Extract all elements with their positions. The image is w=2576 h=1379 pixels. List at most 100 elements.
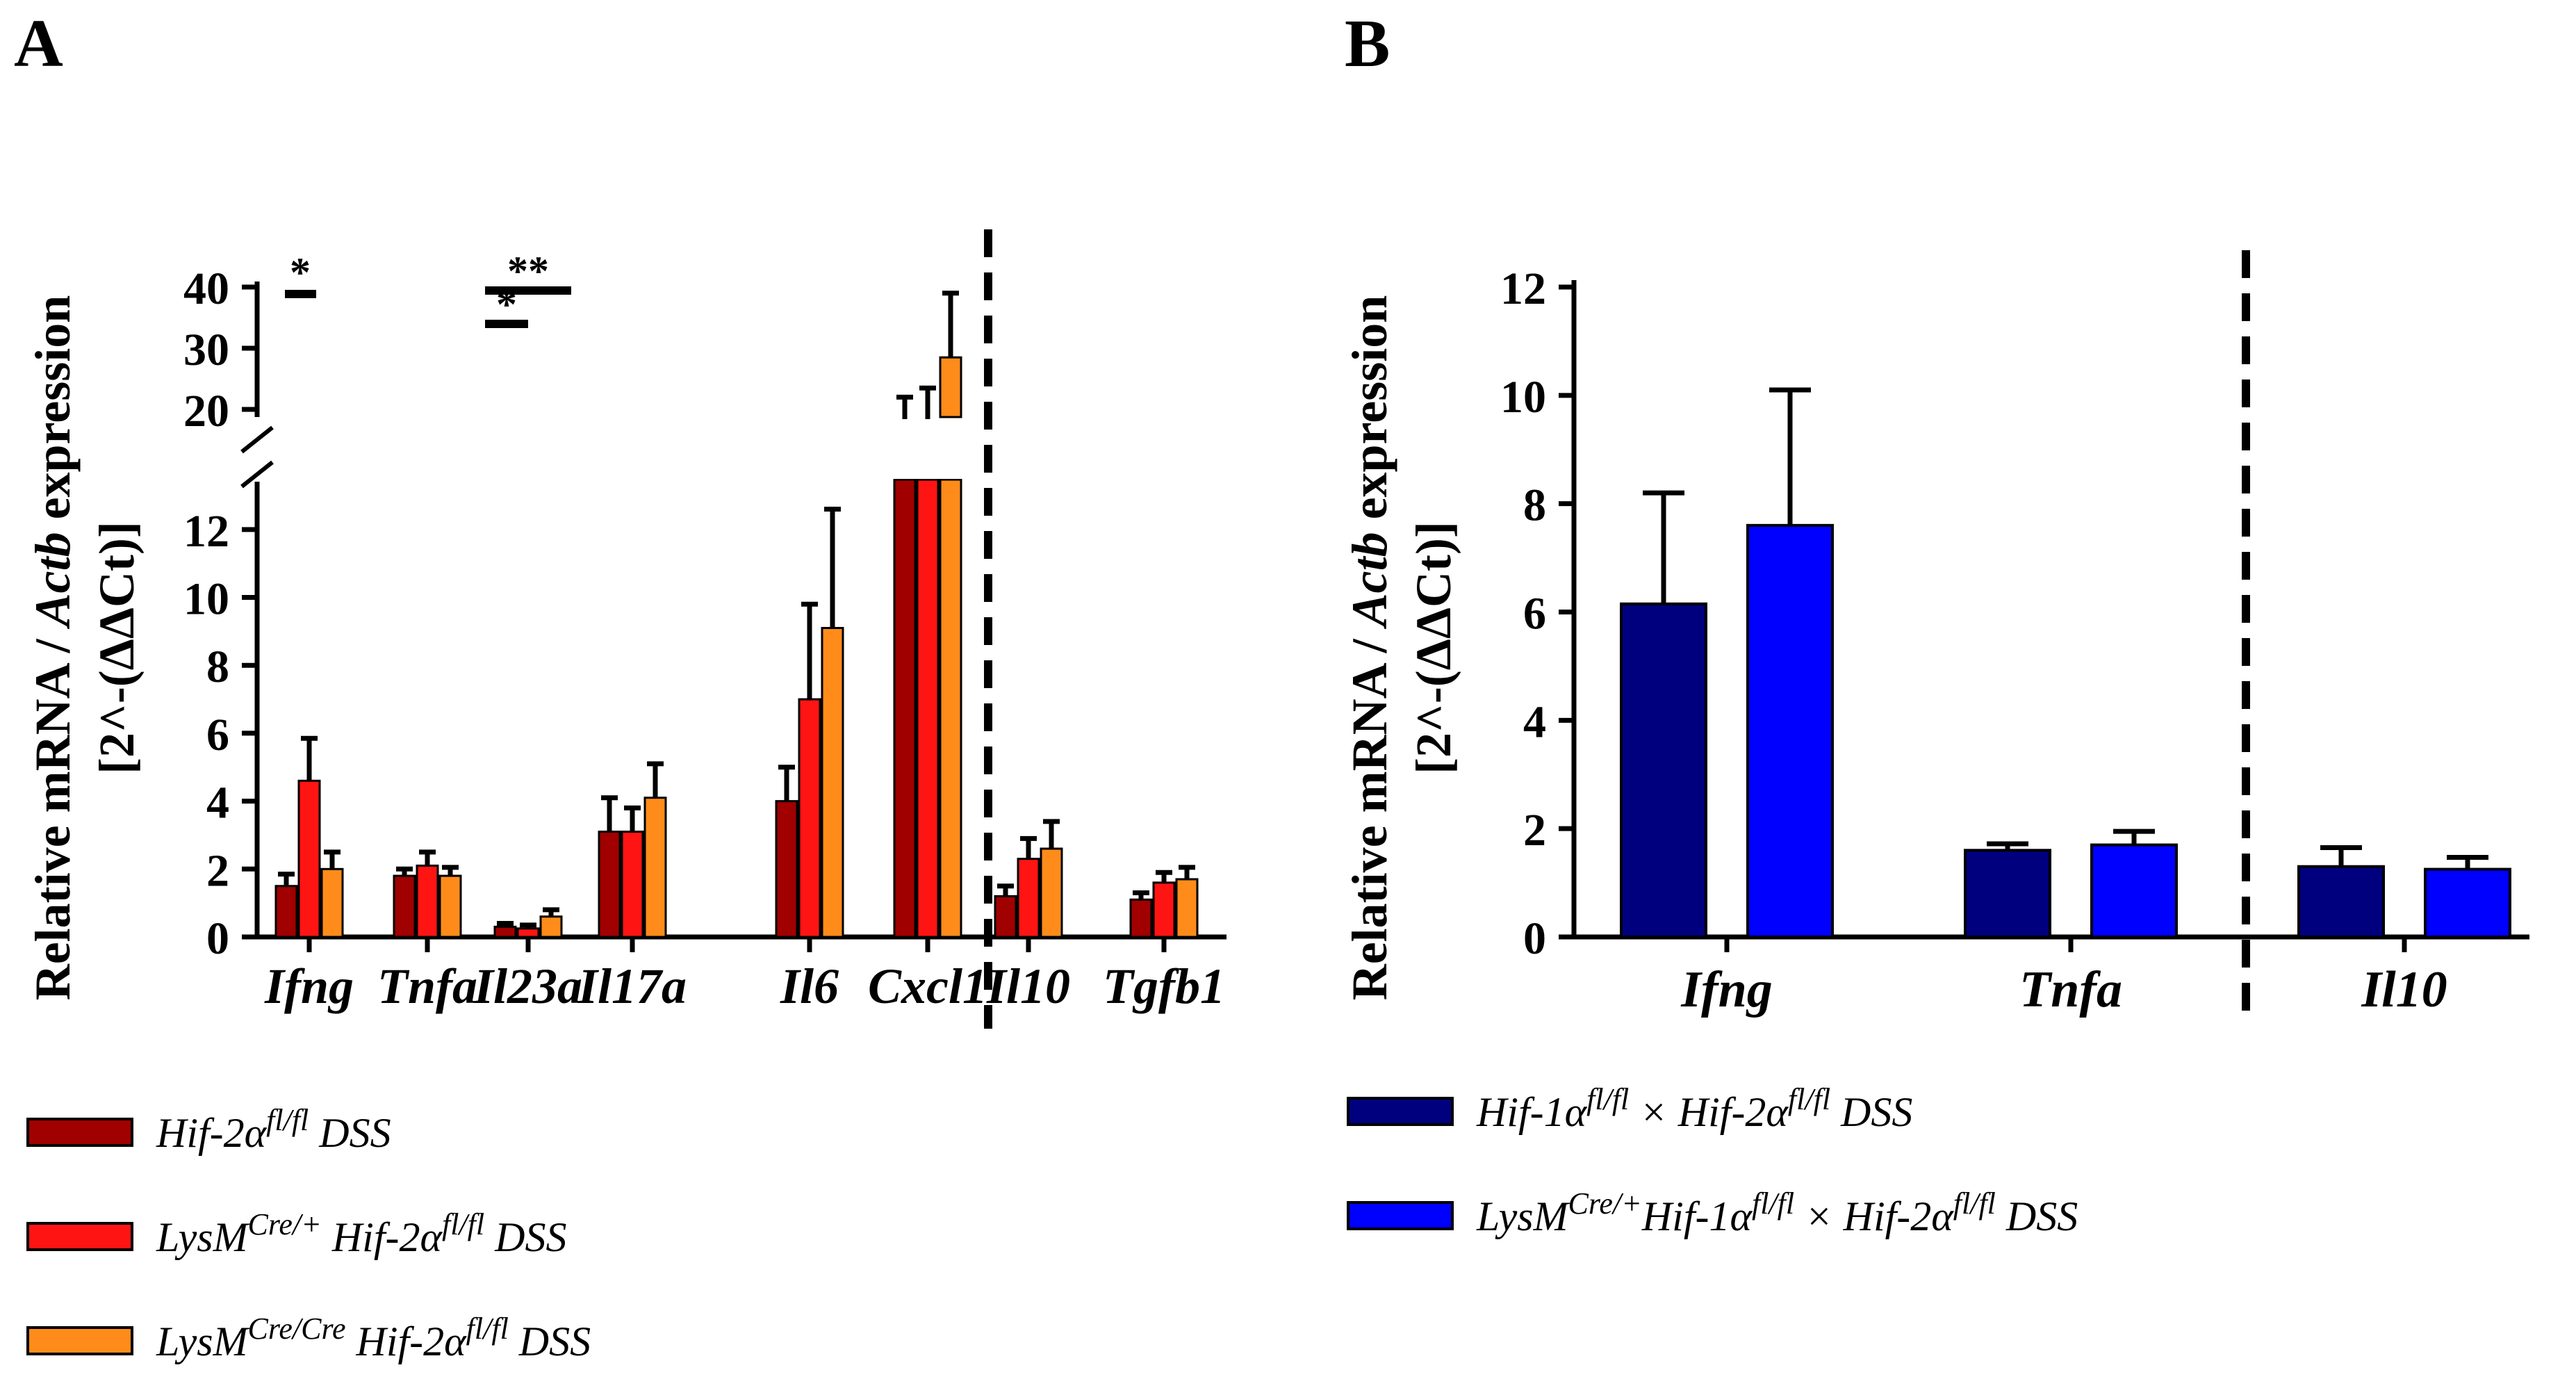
a-xlabel-Cxcl1: Cxcl1 [868, 958, 987, 1014]
label-part: DSS [309, 1110, 391, 1156]
a-legend-swatch-2 [26, 1222, 133, 1251]
a-xlabel-Ifng: Ifng [264, 958, 354, 1014]
a-ytick-label-6: 6 [206, 710, 229, 760]
panel-b-ylabel-part1: Relative mRNA / [1342, 626, 1397, 1000]
a-bar-Tnfa-3 [438, 874, 462, 938]
panel-a-ylabel-line2: [2^-(ΔΔCt)] [89, 521, 145, 774]
a-bar-Il23a-3 [539, 915, 563, 938]
a-break-gap [879, 419, 976, 479]
a-ytick-label-2: 2 [206, 845, 229, 896]
a-xlabel-Il10: Il10 [986, 958, 1070, 1014]
label-part: LysM [156, 1214, 250, 1260]
a-xlabel-Il23a: Il23a [473, 958, 582, 1014]
b-ytick-label-0: 0 [1523, 913, 1546, 964]
a-legend-swatch-1 [26, 1118, 133, 1147]
a-xlabel-Tnfa: Tnfa [377, 958, 477, 1014]
a-legend-label-2: LysMCre/+ Hif-2αfl/fl DSS [156, 1207, 566, 1261]
a-bar-Cxcl1-3-upper [939, 356, 962, 418]
superscript: Cre/+ [248, 1207, 322, 1241]
superscript: fl/fl [1788, 1082, 1830, 1116]
panel-b-ylabel-part2: expression [1342, 295, 1397, 532]
legend-b: Hif-1αfl/fl × Hif-2αfl/fl DSSLysMCre/+Hi… [1347, 1082, 2078, 1240]
panel-a-ylabel-part2: expression [25, 295, 81, 532]
a-legend-label-3: LysMCre/Cre Hif-2αfl/fl DSS [156, 1312, 591, 1365]
a-bar-Ifng-2 [297, 779, 321, 938]
a-bar-Il10-3 [1040, 847, 1063, 938]
b-bar-Il10-1 [2297, 865, 2385, 939]
panel-a-ylabel-part1: Relative mRNA / [25, 626, 81, 1000]
label-part: × Hif-2α [1629, 1089, 1789, 1135]
a-bar-Ifng-1 [274, 885, 298, 938]
label-part: Hif-2α [156, 1110, 268, 1156]
panel-b-letter: B [1345, 6, 1390, 81]
a-bar-Cxcl1-1 [893, 478, 917, 938]
panel-b-ylabel-gene: Actb [1342, 532, 1397, 629]
label-part: DSS [509, 1319, 591, 1364]
superscript: fl/fl [442, 1207, 484, 1241]
svg-text:Relative mRNA / Actb expressio: Relative mRNA / Actb expression [1342, 295, 1397, 1001]
label-part: Hif-2α [322, 1214, 443, 1260]
a-bar-Il10-1 [994, 895, 1017, 938]
a-bar-Il23a-1 [493, 925, 517, 938]
a-xlabel-Tgfb1: Tgfb1 [1103, 958, 1225, 1014]
b-bar-Ifng-2 [1746, 523, 1834, 938]
a-ytick-label-4: 4 [206, 778, 229, 829]
panel-b-ylabel-line2: [2^-(ΔΔCt)] [1406, 521, 1461, 774]
a-ytick-label-8: 8 [206, 642, 229, 692]
a-bar-Il6-3 [821, 627, 844, 938]
a-axis-break-mark-1 [240, 460, 274, 489]
b-ytick-label-2: 2 [1523, 805, 1546, 856]
superscript: Cre/Cre [248, 1312, 346, 1346]
panel-a-ylabel: Relative mRNA / Actb expression [2^-(ΔΔC… [25, 295, 145, 1001]
label-part: LysM [1476, 1193, 1570, 1239]
label-part: Hif-1α [1476, 1089, 1588, 1135]
a-ytick-label-12: 12 [183, 506, 229, 557]
label-part: DSS [484, 1214, 566, 1260]
a-ytick-label-40: 40 [183, 263, 229, 314]
label-part: × Hif-2α [1794, 1193, 1954, 1239]
b-ytick-label-8: 8 [1523, 480, 1546, 531]
b-ytick-label-4: 4 [1523, 696, 1546, 747]
a-bar-Il17a-2 [621, 831, 644, 938]
b-xlabel-Ifng: Ifng [1680, 961, 1773, 1018]
a-bar-Il6-1 [775, 800, 798, 938]
label-part: DSS [1830, 1089, 1912, 1135]
a-bar-Tnfa-1 [393, 874, 416, 938]
a-bar-Cxcl1-2 [916, 478, 940, 938]
label-part: Hif-2α [346, 1319, 468, 1364]
superscript: Cre/+ [1568, 1186, 1642, 1221]
a-bar-Tgfb1-3 [1175, 878, 1199, 938]
b-xlabel-Tnfa: Tnfa [2019, 961, 2122, 1018]
chart-b: 0 2 4 6 8 10 12 Ifng Tnfa Il10 [1500, 250, 2529, 1022]
a-bar-Tgfb1-2 [1152, 881, 1176, 938]
b-legend-swatch-1 [1347, 1097, 1454, 1126]
panel-a-ylabel-gene: Actb [25, 532, 81, 629]
svg-text:Relative mRNA / Actb expressio: Relative mRNA / Actb expression [25, 295, 81, 1001]
a-bar-Il10-2 [1017, 858, 1040, 938]
a-ytick-label-30: 30 [183, 325, 229, 375]
a-bar-Il17a-3 [643, 797, 667, 938]
b-legend-label-2: LysMCre/+Hif-1αfl/fl × Hif-2αfl/fl DSS [1476, 1186, 2078, 1240]
a-ytick-label-0: 0 [206, 913, 229, 964]
b-xlabel-Il10: Il10 [2361, 961, 2447, 1018]
superscript: fl/fl [1953, 1186, 1996, 1221]
b-bar-Tnfa-1 [1964, 849, 2051, 939]
a-xlabel-Il6: Il6 [780, 958, 839, 1014]
label-part: Hif-1α [1641, 1193, 1753, 1239]
b-ytick-label-10: 10 [1500, 372, 1546, 423]
superscript: fl/fl [1752, 1186, 1794, 1221]
a-ytick-label-20: 20 [183, 386, 229, 436]
b-bar-Il10-2 [2424, 867, 2511, 938]
a-legend-label-1: Hif-2αfl/fl DSS [156, 1103, 391, 1157]
a-bar-Ifng-3 [320, 867, 344, 938]
a-axis-break-mark-2 [240, 425, 274, 454]
a-sig-label-il23a-2: * [496, 281, 517, 327]
b-bar-Ifng-1 [1620, 602, 1707, 938]
superscript: fl/fl [1586, 1082, 1629, 1116]
a-sig-label-ifng: * [290, 250, 311, 295]
superscript: fl/fl [466, 1312, 509, 1346]
a-legend-swatch-3 [26, 1326, 133, 1355]
a-bar-Il17a-1 [598, 831, 621, 938]
